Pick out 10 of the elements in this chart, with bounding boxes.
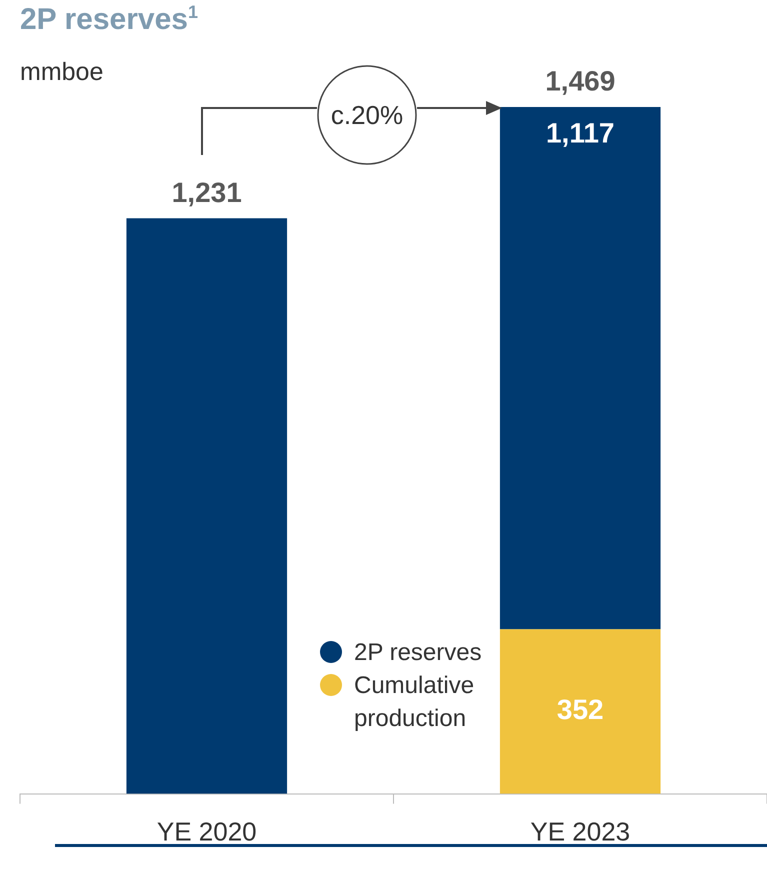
chart-title: 2P reserves$^{1}$ — [20, 2, 198, 37]
data-label: 352 — [556, 694, 604, 726]
x-tick-label: YE 2020 — [156, 816, 257, 847]
x-tick-label: YE 2023 — [530, 816, 630, 847]
data-label: 1,117 — [546, 118, 615, 149]
total-label: 1,469 — [545, 66, 616, 97]
legend-label: 2P reserves — [354, 638, 482, 668]
chart-subtitle: mmboe — [20, 58, 104, 87]
legend-label: Cumulative production — [354, 671, 476, 734]
total-label: 1,231 — [172, 176, 242, 208]
